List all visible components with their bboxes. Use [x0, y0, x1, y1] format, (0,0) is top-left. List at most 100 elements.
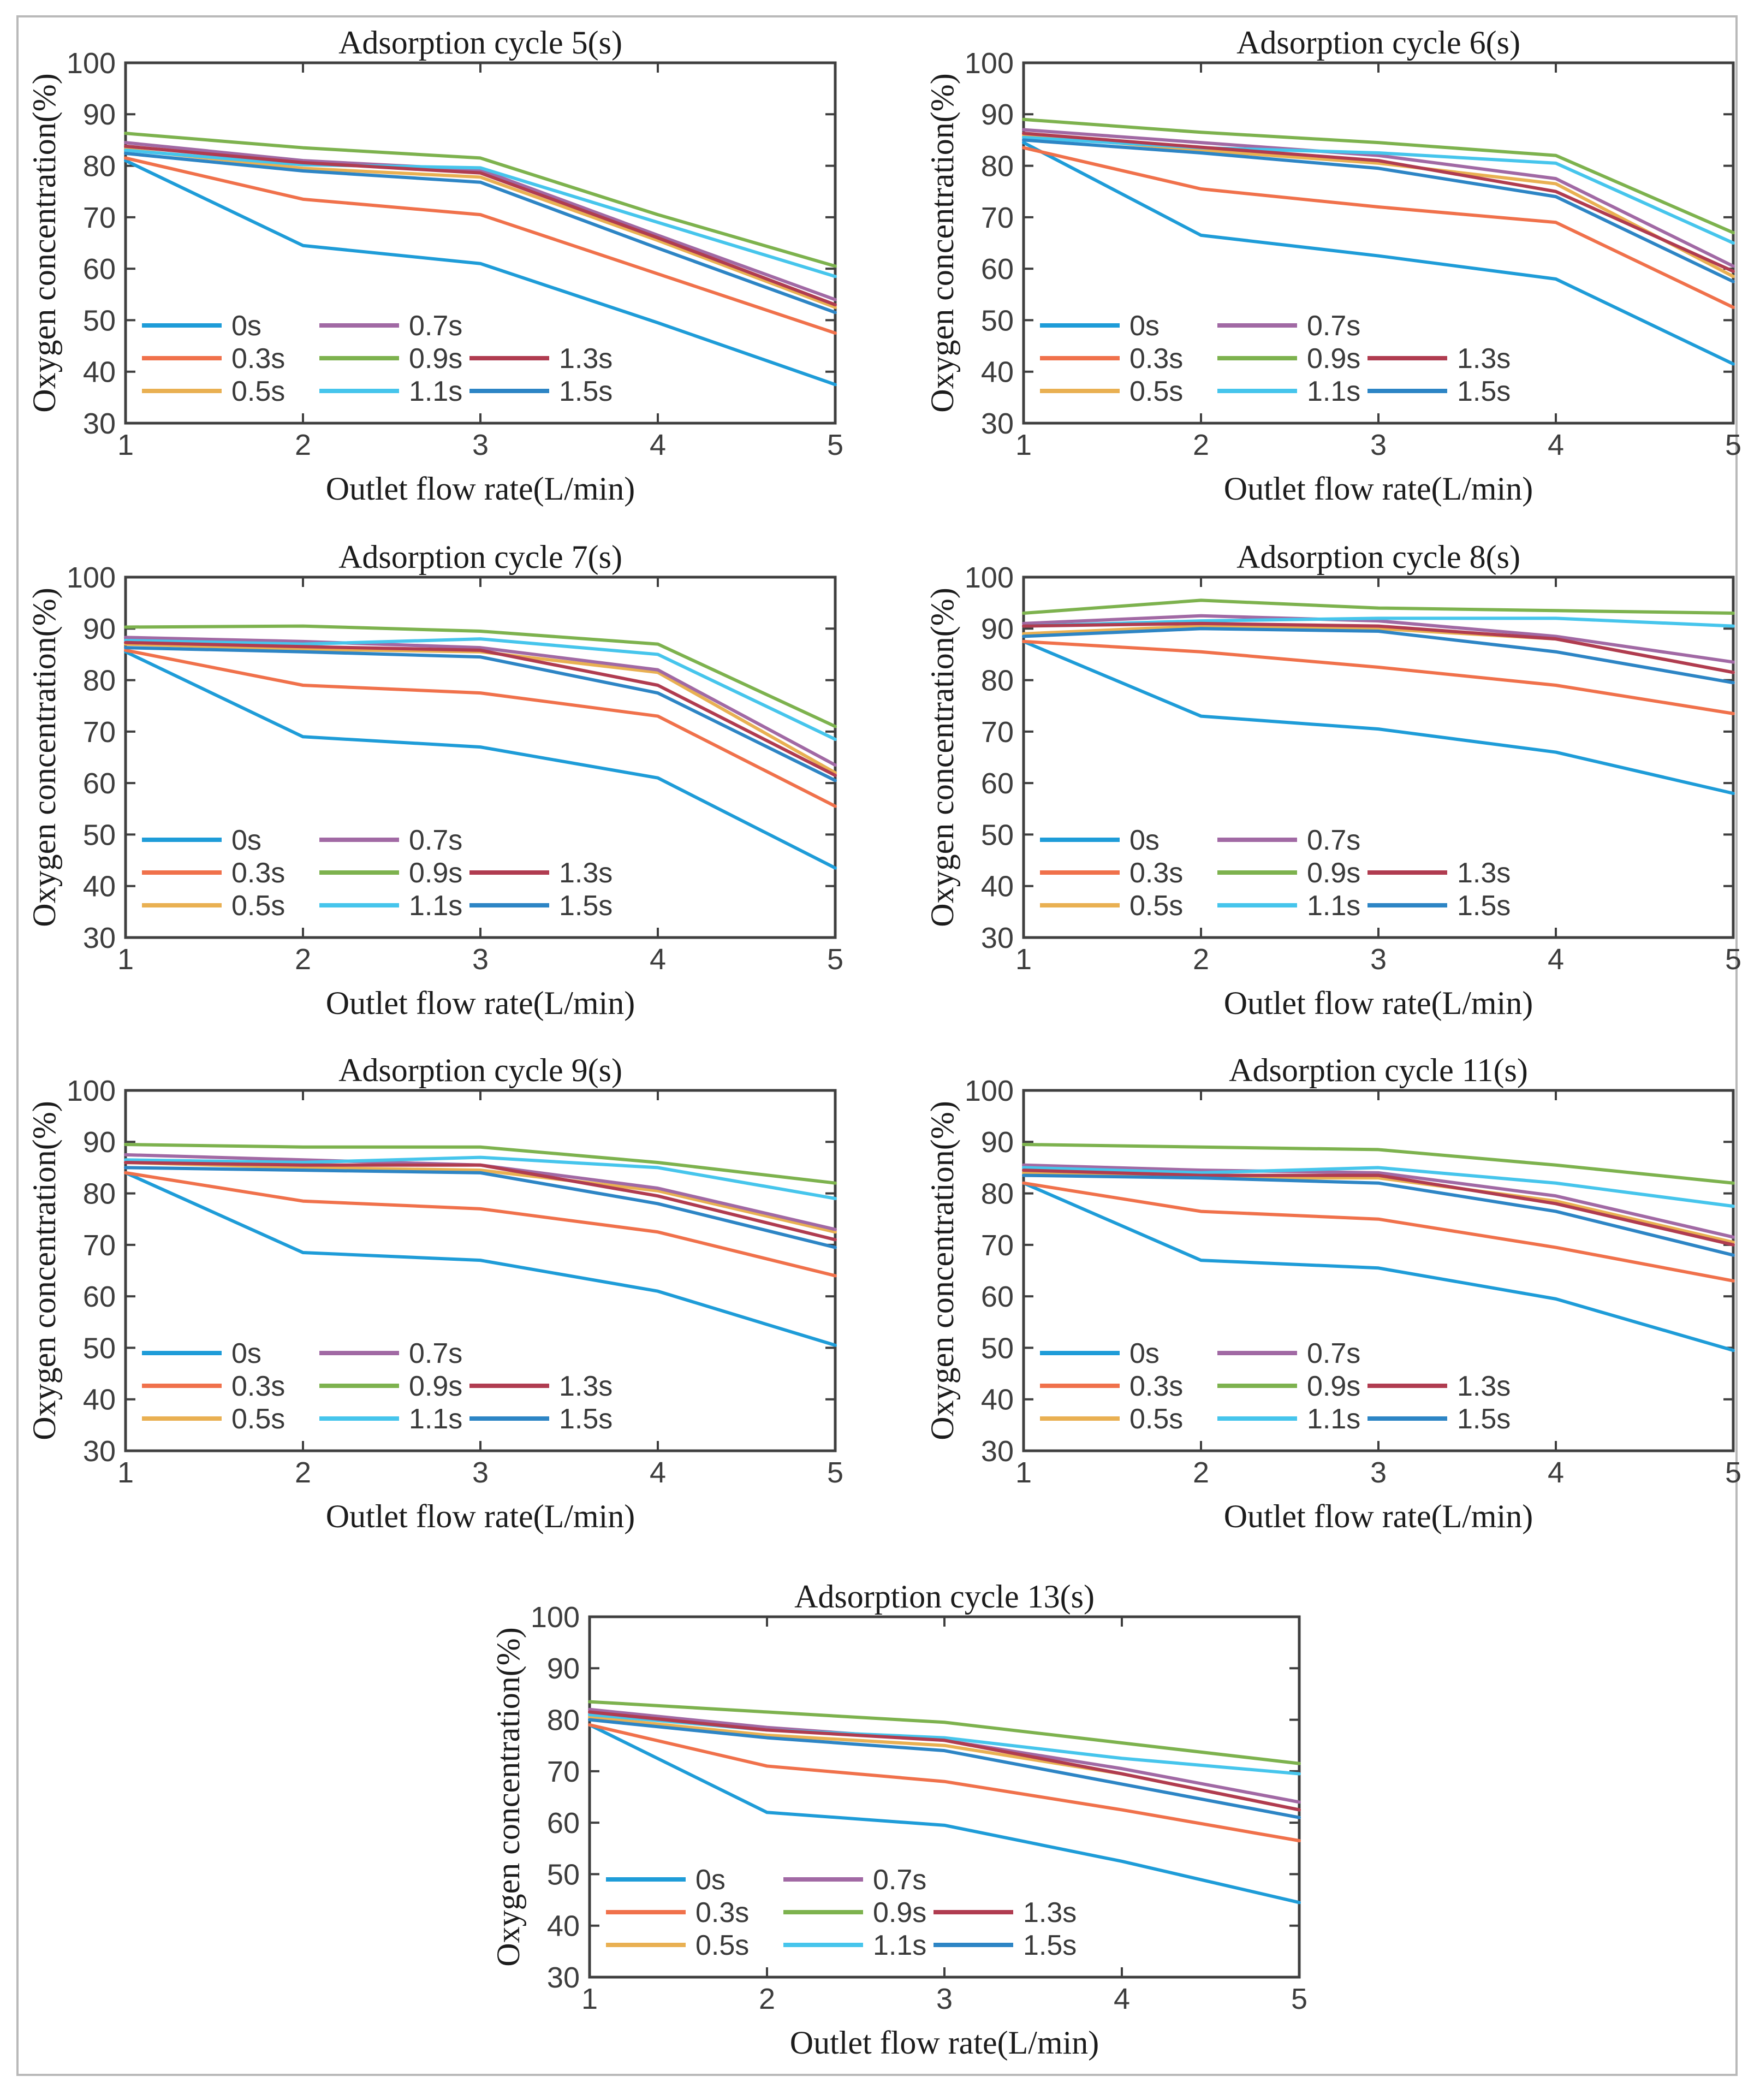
- y-tick-label: 30: [83, 407, 116, 440]
- legend-label-1.5s: 1.5s: [1457, 890, 1511, 922]
- y-axis-label: Oxygen concentration(%): [928, 73, 960, 412]
- series-line-0.5s: [124, 147, 837, 309]
- series-line-0s: [1022, 1181, 1735, 1352]
- series-line-0s: [588, 1723, 1301, 1905]
- y-tick-label: 80: [547, 1704, 580, 1736]
- x-tick-label: 4: [1548, 943, 1564, 976]
- legend-label-0.5s: 0.5s: [1129, 890, 1183, 922]
- y-tick-label: 70: [981, 1229, 1014, 1262]
- x-tick-label: 5: [1725, 1456, 1741, 1489]
- legend-label-0.5s: 0.5s: [1129, 1403, 1183, 1435]
- y-tick-label: 100: [67, 1075, 116, 1107]
- legend-label-0.5s: 0.5s: [695, 1930, 749, 1961]
- y-tick-label: 70: [83, 1229, 116, 1262]
- legend-label-0.9s: 0.9s: [1307, 343, 1360, 375]
- legend: 0s 0.7s 0.3s 0.9s 1.3s 0.5s 1.1s 1.5s: [142, 824, 613, 922]
- x-tick-label: 1: [117, 429, 134, 461]
- series-line-0.3s: [1022, 146, 1735, 309]
- y-tick-label: 70: [981, 201, 1014, 234]
- series-line-0.9s: [1022, 117, 1735, 235]
- chart-canvas: Adsorption cycle 13(s) Oxygen concentrati…: [490, 1579, 1307, 2061]
- legend-label-0.9s: 0.9s: [1307, 1371, 1360, 1402]
- x-tick-label: 1: [1015, 429, 1032, 461]
- y-tick-label: 90: [981, 613, 1014, 645]
- y-tick-label: 40: [83, 870, 116, 903]
- y-tick-label: 70: [981, 716, 1014, 749]
- y-tick-label: 60: [547, 1807, 580, 1840]
- chart-canvas: Adsorption cycle 7(s) Oxygen concentratio…: [26, 539, 843, 1021]
- y-tick-label: 30: [981, 407, 1014, 440]
- legend-label-0.7s: 0.7s: [1307, 824, 1360, 856]
- y-tick-label: 40: [83, 1384, 116, 1416]
- x-tick-label: 2: [295, 943, 311, 976]
- y-tick-label: 60: [83, 1280, 116, 1313]
- legend: 0s 0.7s 0.3s 0.9s 1.3s 0.5s 1.1s 1.5s: [142, 310, 613, 407]
- series-line-1.3s: [1022, 132, 1735, 273]
- legend-label-0.9s: 0.9s: [1307, 857, 1360, 889]
- series-line-0s: [124, 159, 837, 387]
- y-tick-label: 60: [981, 767, 1014, 800]
- y-axis-label: Oxygen concentration(%): [30, 73, 62, 412]
- legend-label-0.3s: 0.3s: [231, 343, 285, 375]
- y-tick-label: 30: [981, 1435, 1014, 1468]
- legend-label-1.1s: 1.1s: [1307, 376, 1360, 407]
- chart-panel-cycle-11: Adsorption cycle 11(s) Oxygen concentrati…: [924, 1049, 1754, 1549]
- legend-label-1.3s: 1.3s: [1457, 1371, 1511, 1402]
- legend-label-1.3s: 1.3s: [559, 857, 613, 889]
- chart-title: Adsorption cycle 13(s): [794, 1579, 1095, 1615]
- chart-canvas: Adsorption cycle 8(s) Oxygen concentratio…: [924, 539, 1741, 1021]
- x-tick-label: 2: [759, 1983, 775, 2015]
- series-line-0.3s: [124, 156, 837, 335]
- legend-label-0.9s: 0.9s: [409, 857, 462, 889]
- legend-label-0s: 0s: [1129, 824, 1160, 856]
- legend-label-0.5s: 0.5s: [231, 376, 285, 407]
- x-tick-label: 1: [117, 943, 134, 976]
- y-tick-label: 100: [965, 561, 1014, 594]
- legend-label-0s: 0s: [231, 310, 261, 342]
- y-tick-label: 80: [83, 1177, 116, 1210]
- x-tick-label: 4: [650, 1456, 666, 1489]
- chart-title: Adsorption cycle 7(s): [338, 539, 622, 575]
- series-line-0.9s: [588, 1700, 1301, 1765]
- legend-label-1.5s: 1.5s: [1457, 376, 1511, 407]
- plot-area: 0s 0.7s 0.3s 0.9s 1.3s 0.5s 1.1s 1.5s: [1022, 1089, 1735, 1452]
- y-tick-label: 90: [547, 1652, 580, 1685]
- legend-label-1.3s: 1.3s: [1023, 1897, 1077, 1929]
- x-tick-label: 4: [1548, 429, 1564, 461]
- series-line-1.1s: [1022, 1166, 1735, 1208]
- series-line-0.7s: [124, 636, 837, 767]
- series-line-0s: [124, 1171, 837, 1347]
- y-axis-label: Oxygen concentration(%): [928, 1101, 960, 1440]
- x-tick-label: 3: [472, 429, 489, 461]
- x-tick-label: 5: [827, 1456, 843, 1489]
- chart-panel-cycle-13: Adsorption cycle 13(s) Oxygen concentrati…: [490, 1576, 1324, 2075]
- x-tick-label: 5: [1725, 429, 1741, 461]
- plot-area: 0s 0.7s 0.3s 0.9s 1.3s 0.5s 1.1s 1.5s: [124, 1089, 837, 1452]
- y-tick-label: 100: [531, 1601, 580, 1634]
- legend-label-0s: 0s: [695, 1864, 726, 1896]
- legend: 0s 0.7s 0.3s 0.9s 1.3s 0.5s 1.1s 1.5s: [1040, 1338, 1511, 1435]
- chart-canvas: Adsorption cycle 6(s) Oxygen concentratio…: [924, 25, 1741, 507]
- x-tick-label: 4: [1114, 1983, 1130, 2015]
- y-tick-label: 40: [981, 1384, 1014, 1416]
- x-axis-label: Outlet flow rate(L/min): [326, 471, 635, 507]
- legend-label-0.9s: 0.9s: [409, 1371, 462, 1402]
- legend-label-0s: 0s: [1129, 1338, 1160, 1369]
- x-tick-label: 2: [295, 429, 311, 461]
- legend-label-1.5s: 1.5s: [559, 1403, 613, 1435]
- x-tick-label: 3: [472, 1456, 489, 1489]
- y-tick-label: 80: [981, 664, 1014, 697]
- figure-border: [16, 15, 1738, 2076]
- y-tick-label: 50: [83, 1332, 116, 1365]
- series-line-0s: [1022, 639, 1735, 795]
- y-tick-label: 100: [965, 47, 1014, 80]
- y-tick-label: 50: [83, 304, 116, 337]
- x-axis-label: Outlet flow rate(L/min): [1224, 471, 1533, 507]
- legend-label-0.3s: 0.3s: [1129, 857, 1183, 889]
- series-line-1.1s: [124, 149, 837, 278]
- y-tick-label: 70: [83, 201, 116, 234]
- series-line-0.7s: [1022, 1163, 1735, 1239]
- series-line-1.5s: [588, 1718, 1301, 1819]
- x-tick-label: 3: [1370, 943, 1387, 976]
- x-axis-label: Outlet flow rate(L/min): [1224, 1498, 1533, 1534]
